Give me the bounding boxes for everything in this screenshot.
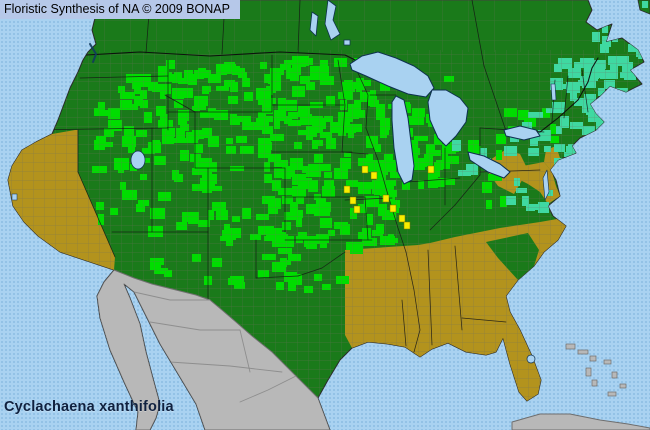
county-new-england-quebec <box>606 94 614 104</box>
county-maritimes <box>622 22 633 33</box>
county-new-england-quebec <box>622 114 629 122</box>
county-new-england-quebec <box>600 110 607 115</box>
county-new-england-quebec <box>614 118 624 125</box>
island <box>607 391 617 397</box>
island <box>591 379 598 387</box>
rare-county-markers <box>343 165 435 230</box>
county-new-england-quebec <box>608 96 618 103</box>
map-title-bar: Floristic Synthesis of NA © 2009 BONAP <box>0 0 240 19</box>
island <box>565 343 576 350</box>
island <box>603 359 612 365</box>
species-label: Cyclachaena xanthifolia <box>4 399 174 415</box>
island <box>577 349 589 355</box>
county-new-england-quebec <box>618 102 630 113</box>
county-maritimes <box>624 18 634 25</box>
island <box>619 383 627 389</box>
island <box>611 371 618 379</box>
county-maritimes <box>600 14 609 22</box>
county-maritimes <box>616 24 625 33</box>
island <box>589 355 597 362</box>
county-new-england-quebec <box>602 106 614 112</box>
county-new-england-quebec <box>604 114 612 121</box>
map-title: Floristic Synthesis of NA © 2009 BONAP <box>4 2 230 16</box>
island <box>585 367 592 377</box>
county-new-england-quebec <box>614 92 622 99</box>
